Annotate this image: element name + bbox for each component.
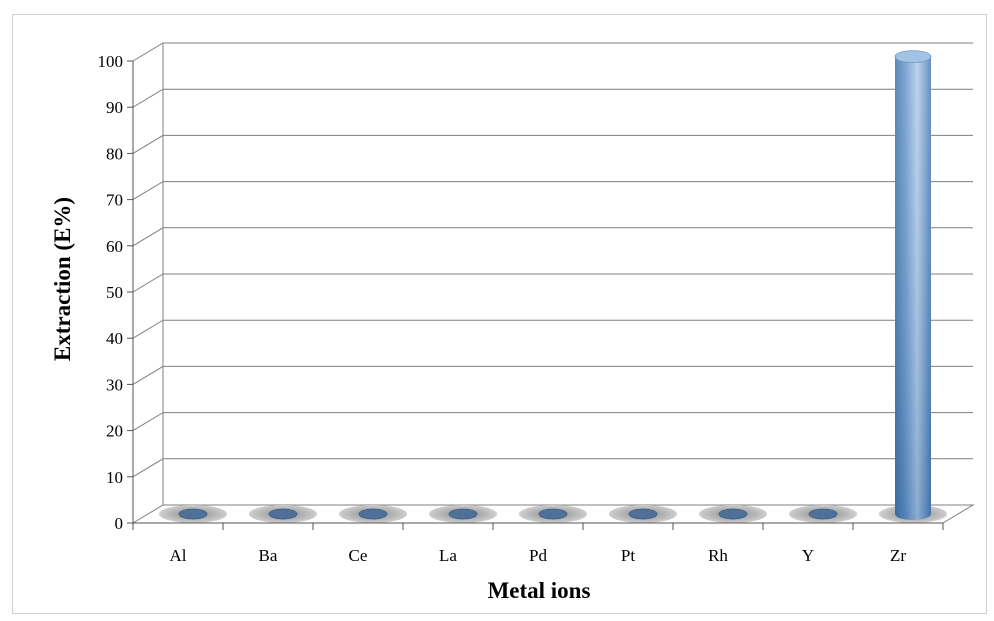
y-tick-label-100: 100	[98, 52, 124, 71]
gridline-80	[132, 134, 973, 154]
gridline-20	[132, 412, 973, 432]
y-tick-label-80: 80	[106, 144, 123, 163]
y-tick-labels: 0 10 20 30 40 50 60 70 80 90 100	[98, 52, 124, 533]
x-tick-label-Y: Y	[802, 546, 814, 565]
bar-La	[448, 508, 478, 520]
y-tick-label-20: 20	[106, 422, 123, 441]
bar-Ce	[358, 508, 388, 520]
bar-Zr	[894, 50, 932, 521]
bar-Al	[178, 508, 208, 520]
bar-Pt	[628, 508, 658, 520]
y-axis-title: Extraction (E%)	[50, 197, 75, 361]
gridline-40	[132, 319, 973, 339]
x-axis-title: Metal ions	[488, 578, 591, 603]
x-tick-label-Ba: Ba	[259, 546, 278, 565]
bar-Y	[808, 508, 838, 520]
bar-Pd	[538, 508, 568, 520]
y-tick-label-70: 70	[106, 191, 123, 210]
x-tick-label-Pd: Pd	[529, 546, 547, 565]
gridline-30	[132, 365, 973, 385]
x-tick-label-Ce: Ce	[349, 546, 368, 565]
bar-shade-Zr	[895, 56, 931, 521]
y-tick-label-60: 60	[106, 237, 123, 256]
x-tick-label-Zr: Zr	[890, 546, 906, 565]
gridline-100	[132, 42, 973, 62]
bars	[178, 50, 932, 521]
x-tick-labels: Al Ba Ce La Pd Pt Rh Y Zr	[170, 546, 907, 565]
y-tick-label-50: 50	[106, 283, 123, 302]
y-tick-label-40: 40	[106, 329, 123, 348]
x-tick-label-Al: Al	[170, 546, 187, 565]
gridline-50	[132, 273, 973, 293]
axes	[127, 43, 944, 530]
gridline-10	[132, 458, 973, 478]
x-tick-label-Rh: Rh	[708, 546, 728, 565]
bar-Ba	[268, 508, 298, 520]
bar-top-Zr	[894, 50, 932, 64]
gridline-60	[132, 227, 973, 247]
gridlines	[132, 42, 973, 478]
y-tick-label-0: 0	[115, 514, 124, 533]
y-tick-label-10: 10	[106, 468, 123, 487]
x-tick-label-La: La	[439, 546, 457, 565]
y-tick-label-90: 90	[106, 98, 123, 117]
bar-Rh	[718, 508, 748, 520]
gridline-90	[132, 88, 973, 108]
gridline-70	[132, 181, 973, 201]
y-tick-label-30: 30	[106, 375, 123, 394]
x-tick-label-Pt: Pt	[621, 546, 635, 565]
